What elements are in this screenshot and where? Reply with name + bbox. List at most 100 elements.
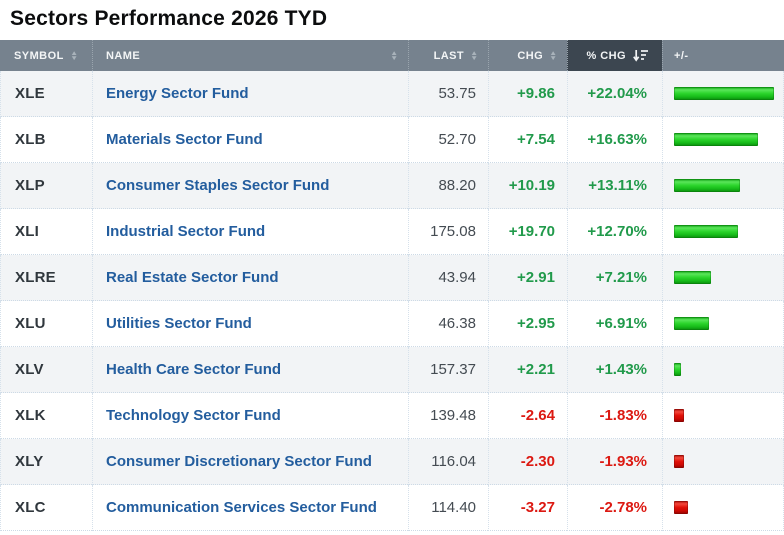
name-cell: Materials Sector Fund (92, 117, 408, 163)
symbol-text: XLB (15, 131, 46, 148)
header-label-chg: CHG (517, 49, 544, 62)
symbol-cell: XLU (0, 301, 92, 347)
header-cell-symbol[interactable]: SYMBOL ▲ ▼ (0, 40, 92, 71)
pct-chg-cell: +13.11% (567, 163, 662, 209)
pct-chg-value: +7.21% (595, 269, 647, 286)
pct-chg-cell: +12.70% (567, 209, 662, 255)
name-cell: Industrial Sector Fund (92, 209, 408, 255)
symbol-cell: XLB (0, 117, 92, 163)
last-value: 175.08 (430, 223, 476, 240)
last-cell: 175.08 (408, 209, 488, 255)
bar-cell (662, 347, 784, 393)
name-cell: Technology Sector Fund (92, 393, 408, 439)
table-row: XLI Industrial Sector Fund 175.08 +19.70… (0, 209, 784, 255)
fund-name-link[interactable]: Energy Sector Fund (106, 85, 249, 102)
name-cell: Health Care Sector Fund (92, 347, 408, 393)
symbol-text: XLY (15, 453, 44, 470)
chg-value: +2.91 (517, 269, 555, 286)
last-cell: 46.38 (408, 301, 488, 347)
fund-name-link[interactable]: Communication Services Sector Fund (106, 499, 377, 516)
bar-cell (662, 163, 784, 209)
bar-cell (662, 301, 784, 347)
pct-chg-value: +1.43% (595, 361, 647, 378)
pct-chg-value: -1.83% (599, 407, 647, 424)
symbol-text: XLV (15, 361, 44, 378)
pct-chg-value: +16.63% (587, 131, 647, 148)
header-cell-chg[interactable]: CHG ▲ ▼ (488, 40, 567, 71)
symbol-text: XLK (15, 407, 46, 424)
chg-cell: +9.86 (488, 71, 567, 117)
symbol-cell: XLRE (0, 255, 92, 301)
last-cell: 157.37 (408, 347, 488, 393)
sort-both-icon: ▲ ▼ (549, 49, 558, 62)
change-bar (674, 455, 684, 468)
symbol-text: XLP (15, 177, 45, 194)
bar-cell (662, 439, 784, 485)
chg-value: +9.86 (517, 85, 555, 102)
last-cell: 53.75 (408, 71, 488, 117)
bar-cell (662, 393, 784, 439)
name-cell: Utilities Sector Fund (92, 301, 408, 347)
pct-chg-cell: +6.91% (567, 301, 662, 347)
last-value: 157.37 (430, 361, 476, 378)
bar-cell (662, 209, 784, 255)
chg-value: -3.27 (520, 499, 555, 516)
symbol-cell: XLP (0, 163, 92, 209)
fund-name-link[interactable]: Industrial Sector Fund (106, 223, 266, 240)
last-cell: 116.04 (408, 439, 488, 485)
fund-name-link[interactable]: Real Estate Sector Fund (106, 269, 279, 286)
bar-cell (662, 485, 784, 531)
symbol-cell: XLI (0, 209, 92, 255)
name-cell: Communication Services Sector Fund (92, 485, 408, 531)
table-row: XLB Materials Sector Fund 52.70 +7.54 +1… (0, 117, 784, 163)
header-cell-pct-chg[interactable]: % CHG (567, 40, 662, 71)
fund-name-link[interactable]: Technology Sector Fund (106, 407, 281, 424)
chg-value: +19.70 (508, 223, 555, 240)
table-row: XLU Utilities Sector Fund 46.38 +2.95 +6… (0, 301, 784, 347)
table-row: XLC Communication Services Sector Fund 1… (0, 485, 784, 531)
last-value: 116.04 (431, 453, 476, 470)
header-cell-bar: +/- (662, 40, 784, 71)
bar-cell (662, 71, 784, 117)
last-cell: 114.40 (408, 485, 488, 531)
last-value: 88.20 (438, 177, 476, 194)
symbol-cell: XLK (0, 393, 92, 439)
change-bar (674, 501, 688, 514)
pct-chg-cell: +7.21% (567, 255, 662, 301)
last-value: 139.48 (430, 407, 476, 424)
fund-name-link[interactable]: Utilities Sector Fund (106, 315, 252, 332)
chg-value: +2.95 (517, 315, 555, 332)
sectors-table: SYMBOL ▲ ▼ NAME ▲ ▼ LAST ▲ ▼ CHG ▲ ▼ % CHG (0, 40, 784, 531)
pct-chg-value: +22.04% (587, 85, 647, 102)
change-bar (674, 317, 709, 330)
bar-cell (662, 117, 784, 163)
chg-value: +10.19 (508, 177, 555, 194)
fund-name-link[interactable]: Consumer Staples Sector Fund (106, 177, 330, 194)
change-bar (674, 225, 738, 238)
chg-cell: +7.54 (488, 117, 567, 163)
pct-chg-cell: -2.78% (567, 485, 662, 531)
fund-name-link[interactable]: Consumer Discretionary Sector Fund (106, 453, 372, 470)
fund-name-link[interactable]: Health Care Sector Fund (106, 361, 282, 378)
page-title: Sectors Performance 2026 TYD (10, 7, 328, 30)
chg-cell: +2.91 (488, 255, 567, 301)
table-body: XLE Energy Sector Fund 53.75 +9.86 +22.0… (0, 71, 784, 531)
pct-chg-value: -2.78% (599, 499, 647, 516)
chg-value: -2.30 (520, 453, 555, 470)
pct-chg-value: -1.93% (599, 453, 647, 470)
table-row: XLV Health Care Sector Fund 157.37 +2.21… (0, 347, 784, 393)
sort-both-icon: ▲ ▼ (470, 49, 479, 62)
chg-cell: +10.19 (488, 163, 567, 209)
header-cell-last[interactable]: LAST ▲ ▼ (408, 40, 488, 71)
fund-name-link[interactable]: Materials Sector Fund (106, 131, 263, 148)
chg-value: +7.54 (517, 131, 555, 148)
chg-cell: +19.70 (488, 209, 567, 255)
table-row: XLP Consumer Staples Sector Fund 88.20 +… (0, 163, 784, 209)
change-bar (674, 363, 681, 376)
header-label-name: NAME (106, 49, 141, 62)
pct-chg-cell: -1.93% (567, 439, 662, 485)
pct-chg-value: +13.11% (588, 177, 647, 194)
name-cell: Consumer Staples Sector Fund (92, 163, 408, 209)
header-cell-name[interactable]: NAME ▲ ▼ (92, 40, 408, 71)
table-header: SYMBOL ▲ ▼ NAME ▲ ▼ LAST ▲ ▼ CHG ▲ ▼ % CHG (0, 40, 784, 71)
